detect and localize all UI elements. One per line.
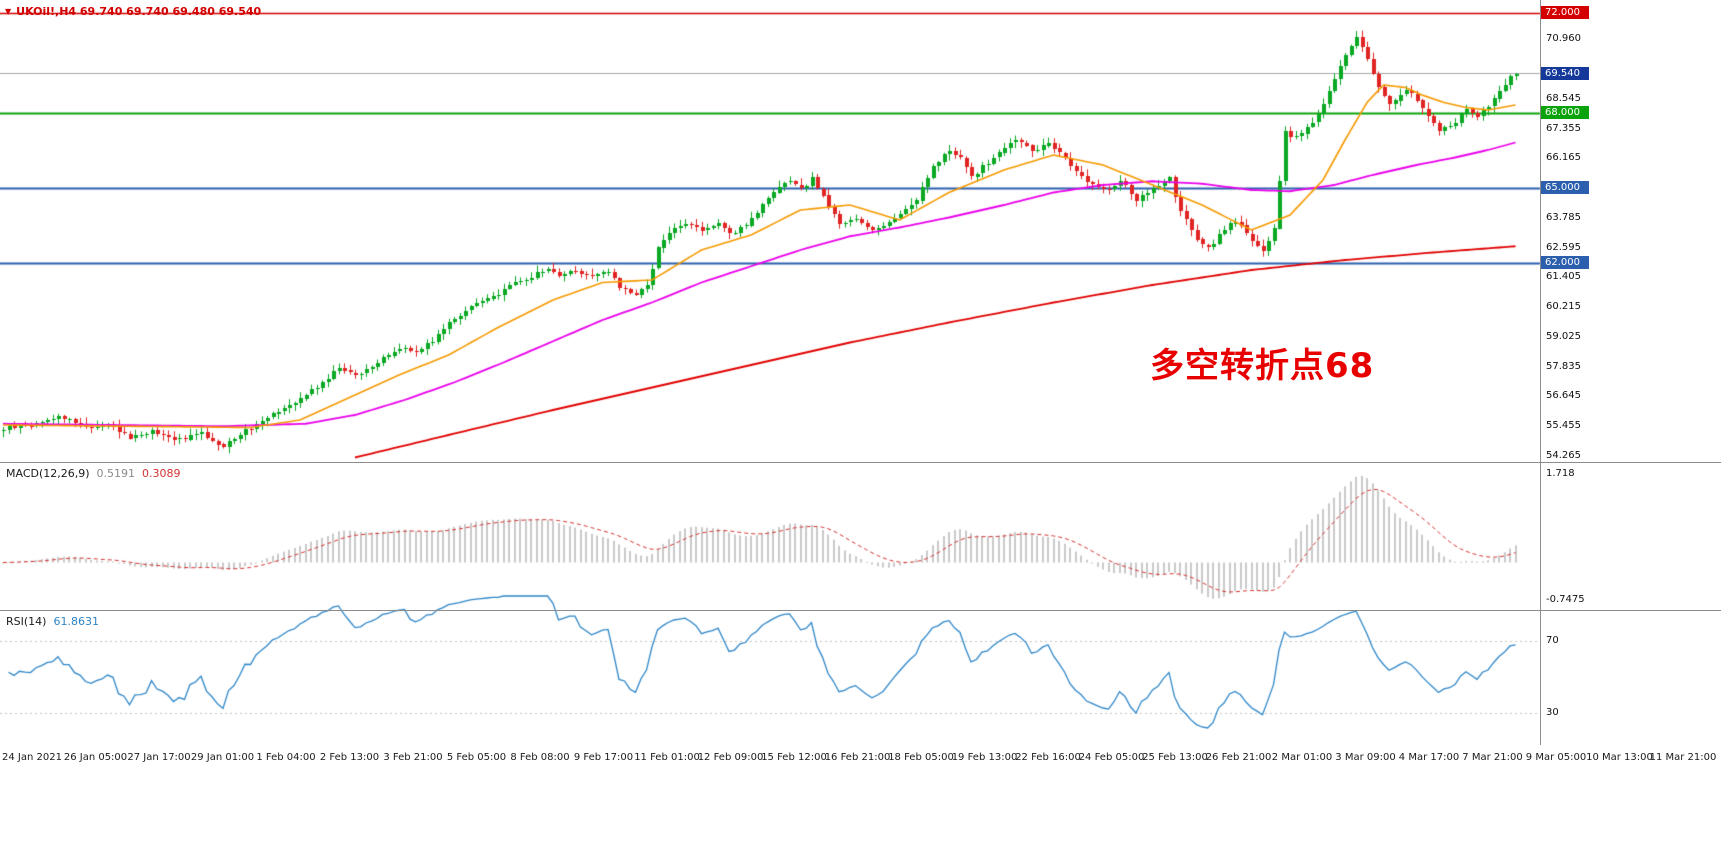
time-axis-label: 3 Mar 09:00 xyxy=(1335,752,1396,763)
rsi-indicator-label: RSI(14) 61.8631 xyxy=(6,615,99,628)
chart-macd-separator xyxy=(0,462,1721,463)
plot-scale-separator xyxy=(1540,0,1541,745)
price-tick-label: 57.835 xyxy=(1546,360,1581,372)
time-axis-label: 9 Mar 05:00 xyxy=(1525,752,1587,763)
price-tick-label: 63.785 xyxy=(1546,211,1581,223)
time-axis-label: 19 Feb 13:00 xyxy=(951,752,1018,763)
time-axis-label: 8 Feb 08:00 xyxy=(510,752,570,763)
price-tick-label: 66.165 xyxy=(1546,152,1581,164)
price-tick-label: 56.645 xyxy=(1546,390,1581,402)
chart-annotation: 多空转折点68 xyxy=(1150,346,1375,386)
price-level-badge: 69.540 xyxy=(1541,67,1589,80)
rsi-value: 61.8631 xyxy=(53,615,99,628)
macd-main-value: 0.5191 xyxy=(96,467,136,480)
time-axis-label: 2 Feb 13:00 xyxy=(319,752,380,763)
time-axis-label: 26 Jan 05:00 xyxy=(63,752,128,763)
time-axis-label: 2 Mar 01:00 xyxy=(1271,752,1333,763)
rsi-level-70-label: 70 xyxy=(1546,635,1559,646)
time-axis-label: 12 Feb 09:00 xyxy=(697,752,764,763)
price-tick-label: 68.545 xyxy=(1546,92,1581,104)
price-tick-label: 59.025 xyxy=(1546,330,1581,342)
time-axis-label: 7 Mar 21:00 xyxy=(1462,752,1523,763)
price-tick-label: 55.455 xyxy=(1546,420,1581,432)
time-axis-label: 22 Feb 16:00 xyxy=(1015,752,1081,763)
macd-scale-min: -0.7475 xyxy=(1546,594,1585,605)
macd-rsi-separator xyxy=(0,610,1721,611)
price-tick-label: 67.355 xyxy=(1546,122,1581,134)
macd-indicator-label: MACD(12,26,9) 0.5191 0.3089 xyxy=(6,467,181,480)
time-axis-label: 16 Feb 21:00 xyxy=(824,752,891,763)
macd-signal-value: 0.3089 xyxy=(142,467,181,480)
price-tick-label: 61.405 xyxy=(1546,271,1581,283)
price-tick-label: 54.265 xyxy=(1546,449,1581,461)
symbol-dropdown-icon: ▼ xyxy=(5,7,12,16)
symbol-ohlc-text: UKOil!,H4 69.740 69.740 69.480 69.540 xyxy=(16,5,262,18)
rsi-name: RSI(14) xyxy=(6,615,47,628)
time-axis-label: 25 Feb 13:00 xyxy=(1142,752,1208,763)
time-axis-label: 10 Mar 13:00 xyxy=(1586,752,1653,763)
symbol-info: ▼ UKOil!,H4 69.740 69.740 69.480 69.540 xyxy=(5,5,261,18)
macd-scale-max: 1.718 xyxy=(1546,468,1575,479)
time-axis: 24 Jan 2021 26 Jan 05:00 27 Jan 17:00 29 Ja… xyxy=(0,745,1721,842)
price-level-badge: 62.000 xyxy=(1541,255,1589,269)
time-axis-label: 24 Jan 2021 xyxy=(2,752,62,763)
time-axis-label: 4 Mar 17:00 xyxy=(1398,752,1460,763)
rsi-level-30-label: 30 xyxy=(1546,707,1559,718)
price-level-badge: 68.000 xyxy=(1541,105,1589,119)
time-axis-label: 15 Feb 12:00 xyxy=(761,752,827,763)
time-axis-label: 5 Feb 05:00 xyxy=(446,752,507,763)
time-axis-label: 3 Feb 21:00 xyxy=(383,752,443,763)
macd-name: MACD(12,26,9) xyxy=(6,467,90,480)
price-tick-label: 70.960 xyxy=(1546,32,1581,44)
time-axis-label: 18 Feb 05:00 xyxy=(888,752,954,763)
time-axis-label: 29 Jan 01:00 xyxy=(190,752,255,763)
time-axis-label: 9 Feb 17:00 xyxy=(573,752,634,763)
time-axis-label: 11 Mar 21:00 xyxy=(1649,752,1717,763)
price-level-badge: 72.000 xyxy=(1541,5,1589,19)
price-tick-label: 60.215 xyxy=(1546,301,1581,313)
time-axis-label: 11 Feb 01:00 xyxy=(634,752,700,763)
time-axis-label: 26 Feb 21:00 xyxy=(1205,752,1272,763)
time-axis-label: 27 Jan 17:00 xyxy=(127,752,191,763)
price-level-badge: 65.000 xyxy=(1541,180,1589,194)
price-tick-label: 62.595 xyxy=(1546,241,1581,253)
time-axis-label: 1 Feb 04:00 xyxy=(256,752,316,763)
time-axis-label: 24 Feb 05:00 xyxy=(1078,752,1145,763)
